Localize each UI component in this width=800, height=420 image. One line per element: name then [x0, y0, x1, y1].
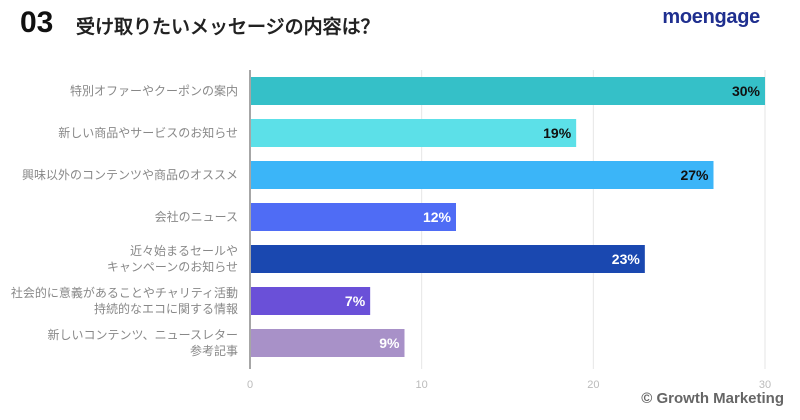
bar: [251, 329, 405, 357]
copyright-credit: © Growth Marketing: [641, 390, 784, 407]
category-label: 社会的に意義があることやチャリティ活動: [11, 285, 238, 300]
moengage-logo: moengage: [662, 6, 760, 28]
category-label: 特別オファーやクーポンの案内: [70, 83, 238, 98]
bar: [251, 161, 714, 189]
x-tick-label: 0: [247, 379, 253, 391]
category-label: 会社のニュース: [155, 209, 238, 224]
category-label: 参考記事: [190, 343, 238, 358]
data-label: 7%: [345, 293, 366, 309]
bar: [251, 245, 645, 273]
data-label: 19%: [543, 125, 572, 141]
data-label: 27%: [680, 167, 709, 183]
question-number: 03: [20, 6, 54, 39]
category-label: 近々始まるセールや: [130, 244, 238, 258]
data-label: 12%: [423, 209, 452, 225]
category-label: キャンペーンのお知らせ: [107, 260, 238, 274]
category-label: 持続的なエコに関する情報: [94, 301, 238, 316]
x-tick-label: 30: [759, 379, 771, 391]
bar: [251, 203, 456, 231]
category-label: 興味以外のコンテンツや商品のオススメ: [22, 167, 238, 182]
category-label: 新しいコンテンツ、ニュースレター: [48, 327, 238, 342]
bar: [251, 119, 577, 147]
x-tick-label: 20: [587, 379, 599, 391]
x-tick-label: 10: [416, 379, 428, 391]
data-label: 9%: [379, 335, 400, 351]
bar: [251, 77, 765, 105]
page-title: 受け取りたいメッセージの内容は？: [76, 17, 380, 38]
bar: [251, 287, 371, 315]
data-label: 23%: [612, 251, 641, 267]
data-label: 30%: [732, 83, 761, 99]
category-label: 新しい商品やサービスのお知らせ: [58, 125, 238, 140]
